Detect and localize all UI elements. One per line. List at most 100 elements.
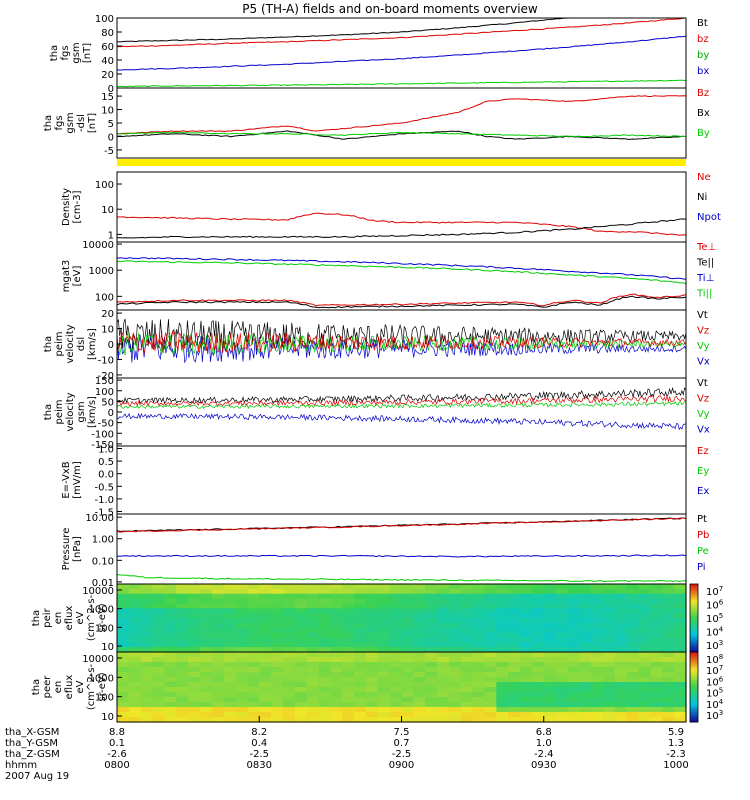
colorbar-segment	[690, 595, 698, 599]
x-tick-label: 1.0	[536, 738, 552, 749]
heatmap-cell	[223, 682, 237, 688]
heatmap-cell	[199, 657, 213, 663]
colorbar-segment	[690, 661, 698, 665]
heatmap-cell	[437, 652, 450, 658]
heatmap-cell	[164, 677, 177, 683]
heatmap-cell	[247, 652, 260, 658]
heatmap-cell	[282, 598, 296, 605]
legend-bx: Bx	[697, 108, 710, 119]
heatmap-cell	[579, 677, 592, 683]
heatmap-cell	[152, 642, 166, 648]
heatmap-cell	[448, 667, 462, 673]
heatmap-cell	[448, 687, 462, 693]
legend-ti: Ti||	[696, 289, 712, 300]
heatmap-cell	[413, 687, 426, 693]
heatmap-cell	[531, 627, 545, 634]
heatmap-cell	[401, 712, 414, 718]
heatmap-cell	[318, 682, 331, 688]
heatmap-cell	[211, 627, 225, 634]
heatmap-cell	[389, 603, 403, 609]
heatmap-cell	[365, 717, 379, 723]
heatmap-cell	[662, 717, 675, 723]
x-tick-label: 0800	[104, 760, 129, 771]
heatmap-cell	[460, 588, 474, 595]
heatmap-cell	[259, 677, 272, 683]
heatmap-cell	[425, 593, 438, 600]
heatmap-cell	[342, 677, 355, 683]
heatmap-cell	[152, 593, 166, 600]
heatmap-cell	[306, 647, 320, 653]
heatmap-cell	[555, 712, 569, 718]
colorbar-segment	[690, 602, 698, 605]
heatmap-cell	[425, 588, 438, 595]
heatmap-cell	[188, 717, 201, 723]
heatmap-cell	[650, 682, 663, 688]
heatmap-cell	[603, 672, 616, 678]
x-tick-label: 0930	[531, 760, 556, 771]
heatmap-cell	[389, 632, 403, 639]
y-tick-label: 1.0	[98, 445, 114, 456]
heatmap-cell	[117, 662, 130, 668]
heatmap-cell	[199, 697, 213, 703]
y-tick-label: 1000	[89, 605, 114, 616]
y-tick-label: -50	[98, 419, 114, 430]
heatmap-cell	[306, 584, 320, 590]
colorbar-segment	[690, 618, 698, 621]
heatmap-cell	[199, 622, 213, 629]
heatmap-cell	[579, 672, 592, 678]
y-axis-label: [mV/m]	[72, 461, 83, 499]
series-vt	[116, 386, 687, 404]
heatmap-cell	[117, 697, 130, 703]
colorbar-segment	[690, 599, 698, 603]
heatmap-cell	[318, 652, 331, 658]
heatmap-cell	[294, 613, 308, 619]
heatmap-cell	[674, 687, 687, 693]
colorbar-segment	[690, 719, 698, 723]
heatmap-cell	[425, 672, 438, 678]
colorbar-segment	[690, 701, 698, 704]
heatmap-cell	[626, 647, 640, 653]
colorbar-frame	[689, 651, 699, 723]
heatmap-cell	[591, 608, 604, 614]
heatmap-cell	[437, 637, 450, 643]
heatmap-cell	[188, 672, 201, 678]
heatmap-cell	[354, 584, 367, 590]
heatmap-cell	[531, 687, 545, 693]
heatmap-cell	[555, 598, 569, 605]
heatmap-cell	[354, 603, 367, 609]
heatmap-cell	[306, 702, 320, 708]
heatmap-cell	[508, 598, 521, 605]
heatmap-cell	[520, 662, 533, 668]
heatmap-cell	[117, 642, 130, 648]
heatmap-cell	[614, 603, 628, 609]
heatmap-cell	[342, 642, 355, 648]
heatmap-cell	[152, 584, 166, 590]
heatmap-cell	[342, 593, 355, 600]
heatmap-cell	[425, 627, 438, 634]
legend-vx: Vx	[697, 357, 710, 368]
heatmap-cell	[662, 672, 675, 678]
heatmap-cell	[318, 588, 331, 595]
heatmap-cell	[377, 717, 391, 723]
panel-frame	[116, 377, 687, 447]
heatmap-cell	[365, 687, 379, 693]
heatmap-cell	[176, 657, 189, 663]
heatmap-cell	[650, 697, 663, 703]
y-axis-label: [nPa]	[72, 536, 83, 562]
heatmap-cell	[199, 712, 213, 718]
x-tick-label: -2.4	[534, 749, 554, 760]
heatmap-cell	[555, 642, 569, 648]
heatmap-cell	[638, 632, 652, 639]
heatmap-cell	[330, 672, 343, 678]
colorbar-segment	[690, 627, 698, 630]
colorbar-segment	[690, 691, 698, 695]
heatmap-cell	[259, 627, 272, 634]
heatmap-cell	[354, 682, 367, 688]
y-tick-label: 0	[108, 132, 114, 143]
heatmap-cell	[294, 593, 308, 600]
heatmap-cell	[342, 657, 355, 663]
series-te	[116, 293, 687, 307]
y-tick-label: 0.0	[98, 470, 114, 481]
heatmap-cell	[448, 632, 462, 639]
heatmap-cell	[555, 682, 569, 688]
